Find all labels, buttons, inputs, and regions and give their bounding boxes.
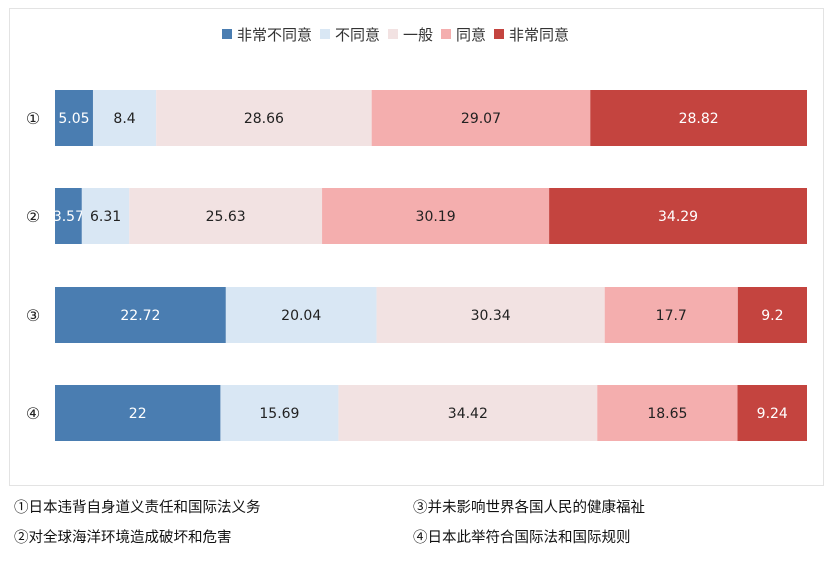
bar-segment-2-1 (55, 188, 82, 244)
data-label-2-3: 25.63 (206, 209, 246, 225)
data-label-1-5: 28.82 (679, 111, 719, 127)
bar-segment-1-4 (371, 90, 591, 146)
data-label-2-5: 34.29 (658, 209, 698, 225)
legend-label-3: 一般 (403, 26, 433, 44)
legend-swatch-2 (320, 29, 330, 39)
category-label-2: ② (26, 207, 40, 226)
data-label-2-4: 30.19 (416, 209, 456, 225)
data-label-3-4: 17.7 (656, 308, 687, 324)
bar-segment-4-2 (220, 385, 339, 441)
data-label-3-5: 9.2 (761, 308, 783, 324)
data-label-2-2: 6.31 (90, 209, 121, 225)
legend-swatch-1 (222, 29, 232, 39)
data-label-4-2: 15.69 (259, 406, 299, 422)
category-label-3: ③ (26, 306, 40, 325)
bar-segment-3-2 (225, 287, 377, 343)
bar-segment-1-1 (55, 90, 93, 146)
bar-segment-2-4 (322, 188, 550, 244)
bar-segment-4-4 (597, 385, 738, 441)
bar-segment-2-3 (129, 188, 323, 244)
data-label-3-1: 22.72 (120, 308, 160, 324)
data-label-4-1: 22 (129, 406, 147, 422)
legend-swatch-4 (441, 29, 451, 39)
data-label-3-2: 20.04 (281, 308, 321, 324)
legend-label-2: 不同意 (335, 26, 380, 44)
bar-segment-3-5 (737, 287, 807, 343)
legend-label-1: 非常不同意 (237, 26, 312, 44)
legend-swatch-3 (388, 29, 398, 39)
bar-segment-1-5 (590, 90, 807, 146)
data-label-1-4: 29.07 (461, 111, 501, 127)
data-label-4-5: 9.24 (757, 406, 788, 422)
data-label-4-3: 34.42 (448, 406, 488, 422)
data-label-2-1: 3.57 (53, 209, 84, 225)
bar-segment-3-3 (376, 287, 605, 343)
category-label-4: ④ (26, 404, 40, 423)
bar-segment-2-5 (549, 188, 807, 244)
bar-segment-3-4 (604, 287, 738, 343)
data-label-1-1: 5.05 (58, 111, 89, 127)
bar-segment-4-3 (338, 385, 598, 441)
category-label-1: ① (26, 109, 40, 128)
bar-segment-1-2 (92, 90, 157, 146)
bar-segment-3-1 (55, 287, 226, 343)
data-label-1-2: 8.4 (113, 111, 135, 127)
data-label-3-3: 30.34 (471, 308, 511, 324)
bar-segment-1-3 (156, 90, 372, 146)
bar-segment-4-5 (737, 385, 807, 441)
legend-label-5: 非常同意 (509, 26, 569, 44)
legend-swatch-5 (494, 29, 504, 39)
data-label-1-3: 28.66 (244, 111, 284, 127)
legend-label-4: 同意 (456, 26, 486, 44)
bar-segment-4-1 (55, 385, 221, 441)
data-label-4-4: 18.65 (647, 406, 687, 422)
bar-segment-2-2 (81, 188, 130, 244)
